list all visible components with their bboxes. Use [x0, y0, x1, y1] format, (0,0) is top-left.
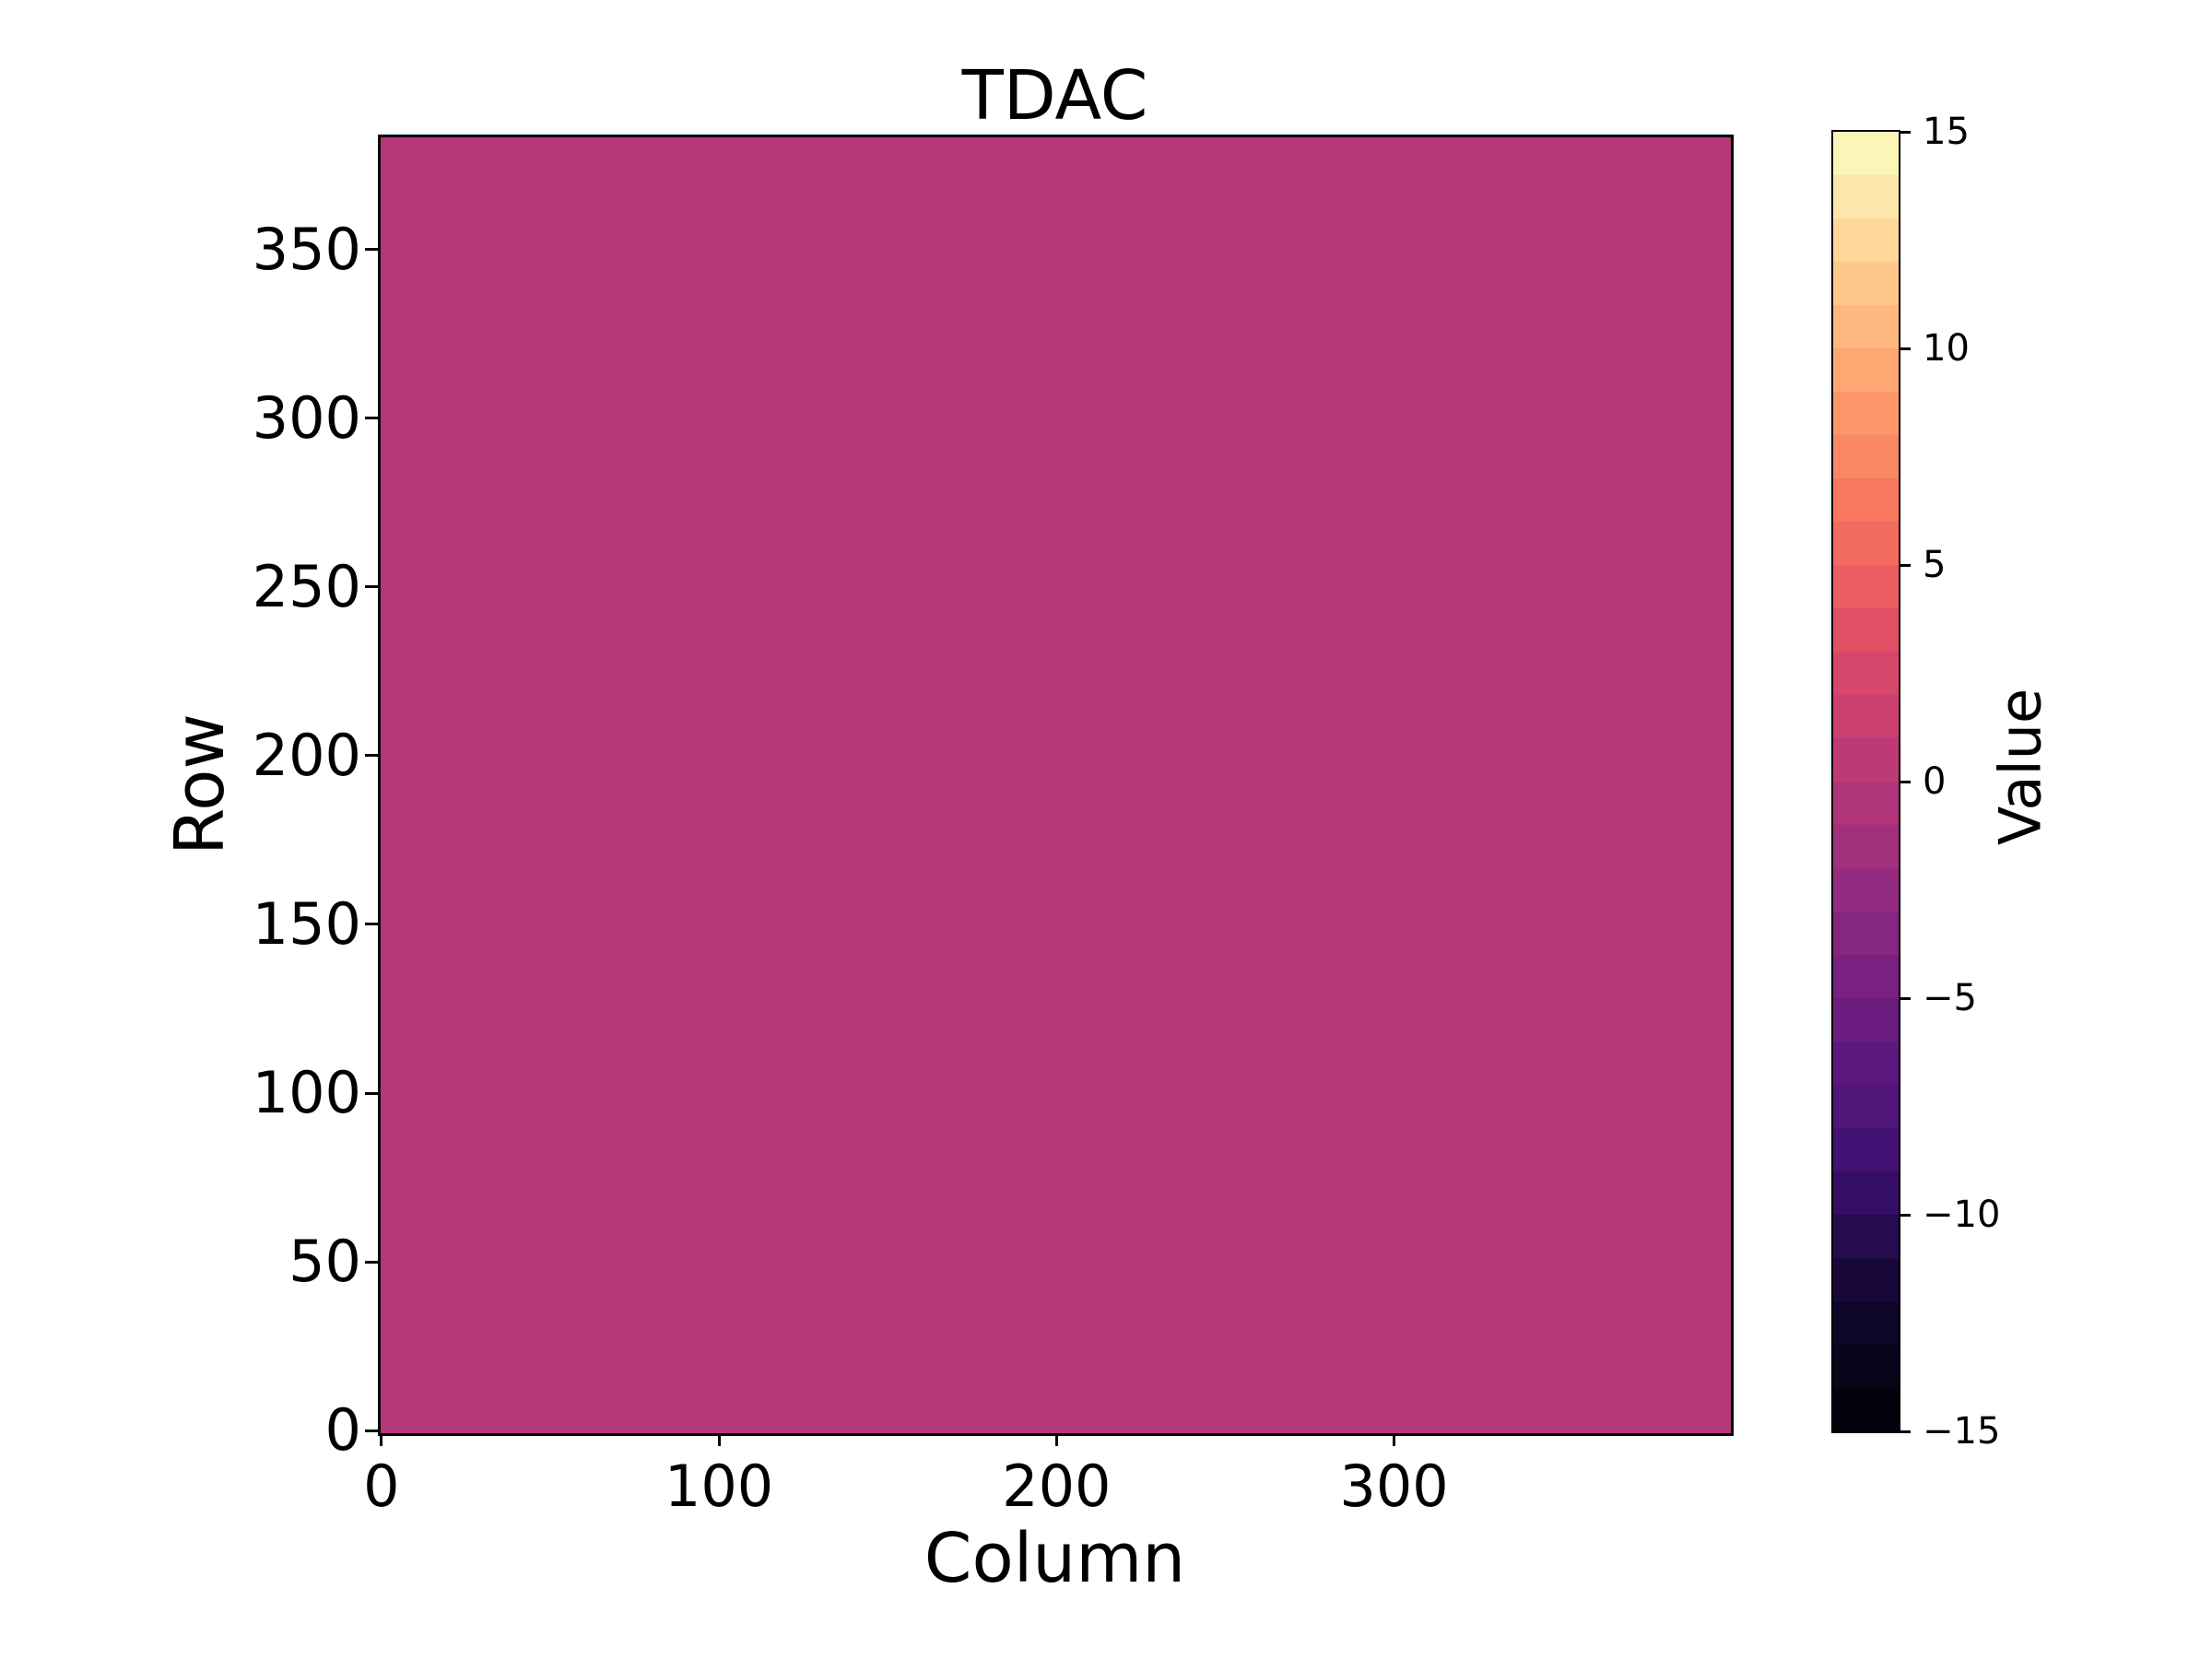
colorbar-label-text: Value — [1986, 688, 2054, 846]
colorbar-band — [1833, 1301, 1899, 1345]
colorbar-band — [1833, 955, 1899, 998]
y-tick-mark — [365, 754, 378, 758]
colorbar-band — [1833, 652, 1899, 695]
colorbar-band — [1833, 825, 1899, 868]
y-tick-label: 300 — [252, 383, 361, 452]
colorbar-band — [1833, 1388, 1899, 1431]
colorbar-band — [1833, 1258, 1899, 1301]
x-tick-label: 200 — [1002, 1453, 1112, 1520]
y-tick-label: 100 — [252, 1059, 361, 1127]
colorbar-tick-mark — [1899, 996, 1911, 1000]
colorbar-band — [1833, 262, 1899, 305]
x-tick-mark — [1393, 1433, 1396, 1446]
colorbar-band — [1833, 738, 1899, 782]
colorbar-band — [1833, 608, 1899, 652]
colorbar-band — [1833, 175, 1899, 218]
y-tick-label: 150 — [252, 889, 361, 958]
x-tick-mark — [1054, 1433, 1058, 1446]
colorbar-band — [1833, 912, 1899, 955]
y-tick-mark — [365, 585, 378, 589]
colorbar-tick-mark — [1899, 130, 1911, 134]
colorbar — [1831, 130, 1900, 1433]
y-tick-label: 50 — [288, 1228, 361, 1296]
colorbar-band — [1833, 1345, 1899, 1388]
colorbar-band — [1833, 1128, 1899, 1171]
y-tick-mark — [365, 1429, 378, 1432]
y-tick-mark — [365, 417, 378, 420]
heatmap-plot-area — [378, 135, 1734, 1436]
colorbar-band — [1833, 695, 1899, 738]
y-axis-label-text: Row — [160, 713, 240, 855]
x-axis-label: Column — [924, 1519, 1186, 1598]
colorbar-tick-label: 10 — [1923, 327, 1970, 370]
y-tick-label: 250 — [252, 552, 361, 620]
y-tick-mark — [365, 248, 378, 252]
y-tick-mark — [365, 923, 378, 926]
colorbar-tick-mark — [1899, 1213, 1911, 1217]
colorbar-tick-mark — [1899, 780, 1911, 783]
colorbar-tick-label: 15 — [1923, 111, 1970, 153]
colorbar-band — [1833, 478, 1899, 522]
colorbar-band — [1833, 782, 1899, 825]
colorbar-band — [1833, 565, 1899, 608]
colorbar-band — [1833, 305, 1899, 348]
y-tick-label: 350 — [252, 215, 361, 283]
colorbar-tick-mark — [1899, 563, 1911, 567]
plot-title: TDAC — [961, 56, 1148, 135]
colorbar-tick-mark — [1899, 347, 1911, 350]
colorbar-tick-label: −15 — [1923, 1410, 2001, 1453]
colorbar-band — [1833, 392, 1899, 435]
y-tick-label: 0 — [324, 1396, 361, 1465]
y-tick-mark — [365, 1260, 378, 1264]
colorbar-tick-label: 0 — [1923, 760, 1947, 803]
colorbar-tick-mark — [1899, 1430, 1911, 1433]
y-tick-mark — [365, 1091, 378, 1095]
colorbar-band — [1833, 1171, 1899, 1215]
x-tick-label: 0 — [363, 1453, 400, 1520]
colorbar-tick-label: 5 — [1923, 544, 1947, 586]
y-tick-label: 200 — [252, 721, 361, 789]
x-tick-mark — [717, 1433, 721, 1446]
x-tick-mark — [380, 1433, 383, 1446]
colorbar-band — [1833, 998, 1899, 1041]
colorbar-band — [1833, 1041, 1899, 1085]
colorbar-band — [1833, 132, 1899, 175]
colorbar-band — [1833, 348, 1899, 392]
colorbar-tick-label: −10 — [1923, 1194, 2001, 1236]
colorbar-band — [1833, 868, 1899, 912]
colorbar-band — [1833, 522, 1899, 565]
colorbar-band — [1833, 435, 1899, 478]
colorbar-tick-label: −5 — [1923, 977, 1977, 1019]
colorbar-band — [1833, 218, 1899, 262]
colorbar-band — [1833, 1215, 1899, 1258]
x-tick-label: 300 — [1339, 1453, 1449, 1520]
colorbar-band — [1833, 1085, 1899, 1128]
x-tick-label: 100 — [664, 1453, 774, 1520]
